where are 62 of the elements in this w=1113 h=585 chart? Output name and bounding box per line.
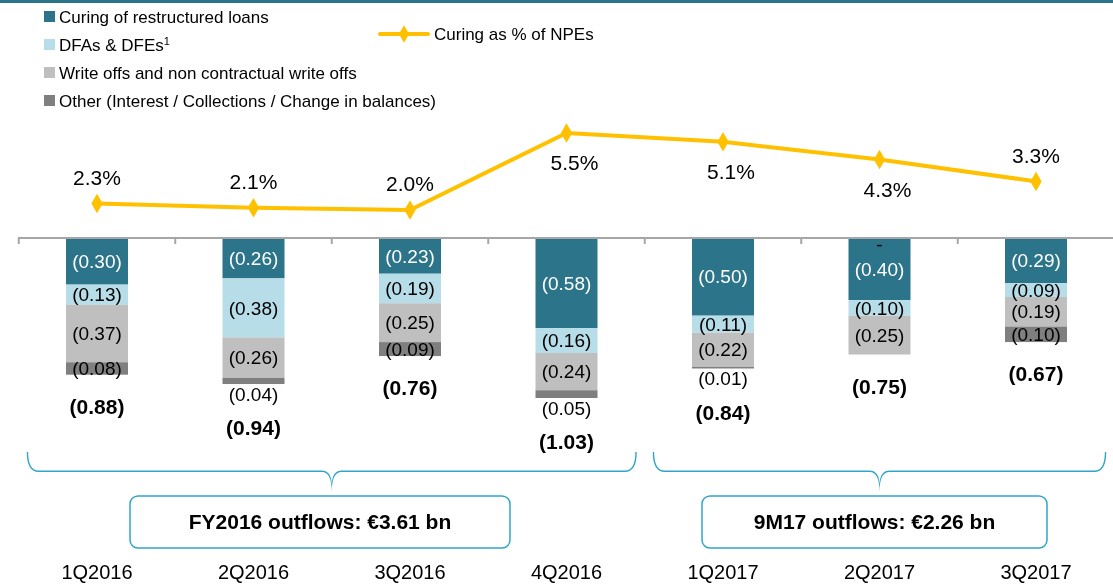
total-label: (0.84) <box>695 400 751 424</box>
data-label: (0.01) <box>698 368 748 390</box>
data-label: (0.08) <box>72 358 122 380</box>
data-label: (0.19) <box>385 278 435 300</box>
x-tick-label: 4Q2016 <box>530 561 603 583</box>
data-label: (0.13) <box>72 284 122 306</box>
legend-label: Write offs and non contractual write offs <box>59 63 357 83</box>
data-label: (0.30) <box>72 250 122 272</box>
data-label: (0.11) <box>698 313 748 335</box>
data-label: (0.09) <box>1011 279 1061 301</box>
data-label: (0.10) <box>854 297 905 319</box>
data-label: (0.26) <box>228 347 279 369</box>
data-label: 4.3% <box>863 177 912 201</box>
text: 9M17 outflows: €2.26 bn <box>753 510 996 534</box>
data-label: (0.19) <box>1011 301 1061 323</box>
data-label: (0.29) <box>1011 250 1061 272</box>
data-label: 2.3% <box>73 165 121 189</box>
data-label: (0.23) <box>385 245 435 267</box>
bar <box>692 238 754 316</box>
data-label: (0.25) <box>385 312 435 334</box>
bar <box>66 304 128 363</box>
legend-label: Curing of restructured loans <box>59 7 269 27</box>
legend-label: Curing as % of NPEs <box>434 24 594 44</box>
total-label: (0.75) <box>852 374 907 398</box>
bar <box>535 238 598 329</box>
total-label: (0.88) <box>69 395 125 419</box>
data-label: (0.26) <box>228 247 279 269</box>
data-label: (0.58) <box>541 272 592 294</box>
text: FY2016 outflows: €3.61 bn <box>188 510 452 534</box>
data-label: (0.22) <box>698 339 748 361</box>
data-label: (0.16) <box>541 330 592 352</box>
data-label: (0.10) <box>1011 323 1061 345</box>
x-tick-label: 1Q2017 <box>687 561 759 583</box>
data-label: (0.25) <box>854 324 905 346</box>
data-label: (0.50) <box>698 266 748 288</box>
text: - <box>876 233 883 255</box>
data-label: 5.5% <box>550 151 599 175</box>
data-label: (0.24) <box>541 361 592 383</box>
data-label: (0.40) <box>854 258 905 280</box>
data-label: (0.37) <box>72 323 122 345</box>
x-tick-label: 3Q2017 <box>1000 561 1072 583</box>
total-label: (1.03) <box>539 430 594 454</box>
data-label: (0.09) <box>385 338 435 360</box>
data-label: 3.3% <box>1012 143 1060 167</box>
legend-label: Other (Interest / Collections / Change in balances) <box>59 91 437 111</box>
x-tick-label: 3Q2016 <box>374 561 446 583</box>
data-label: 2.1% <box>229 170 278 194</box>
legend-label: DFAs & DFEs$^{1}$ <box>59 34 171 55</box>
bar <box>222 278 285 338</box>
total-label: (0.76) <box>382 376 438 400</box>
x-tick-label: 2Q2016 <box>217 561 290 583</box>
x-tick-label: 1Q2016 <box>61 561 133 583</box>
data-label: (0.04) <box>228 383 279 405</box>
data-label: 5.1% <box>707 160 755 184</box>
data-label: (0.05) <box>541 397 592 419</box>
bar <box>222 377 285 385</box>
x-tick-label: 2Q2017 <box>843 561 916 583</box>
total-label: (0.94) <box>226 416 281 440</box>
bar <box>535 390 598 398</box>
data-label: (0.38) <box>228 297 279 319</box>
data-label: 2.0% <box>386 172 434 196</box>
total-label: (0.67) <box>1008 362 1064 386</box>
